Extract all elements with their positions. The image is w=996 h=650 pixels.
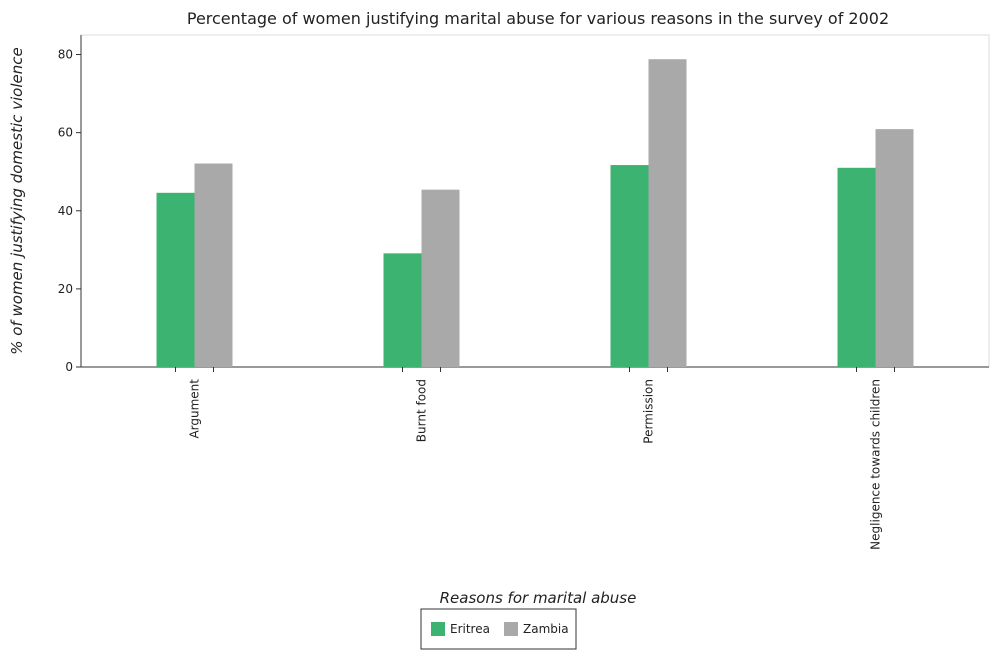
y-tick-label: 20 [58, 282, 73, 296]
legend-swatch-eritrea [431, 622, 445, 636]
y-tick-label: 40 [58, 204, 73, 218]
x-tick-label: Permission [642, 379, 656, 444]
y-tick-label: 60 [58, 126, 73, 140]
legend: Eritrea Zambia [420, 608, 577, 650]
bars [156, 59, 914, 368]
bar-eritrea-1 [383, 253, 422, 367]
legend-label-eritrea: Eritrea [450, 622, 490, 636]
x-tick-label: Argument [188, 379, 202, 439]
x-tick-label: Negligence towards children [869, 379, 883, 550]
legend-label-zambia: Zambia [523, 622, 569, 636]
x-tick-label: Burnt food [415, 379, 429, 442]
bar-eritrea-0 [156, 192, 195, 367]
legend-swatch-zambia [504, 622, 518, 636]
y-tick-label: 0 [65, 360, 73, 374]
y-axis-label: % of women justifying domestic violence [8, 47, 26, 355]
bar-eritrea-3 [837, 167, 876, 367]
bar-eritrea-2 [610, 165, 649, 367]
bar-zambia-3 [875, 129, 914, 367]
legend-box [420, 608, 577, 650]
x-axis-label: Reasons for marital abuse [440, 589, 637, 607]
bar-zambia-1 [421, 189, 460, 367]
chart-title: Percentage of women justifying marital a… [187, 9, 889, 28]
x-ticks: Argument Burnt food Permission Negligence t… [175, 367, 895, 550]
bar-zambia-0 [194, 163, 233, 367]
y-ticks: 0 20 40 60 80 [58, 48, 81, 374]
y-tick-label: 80 [58, 48, 73, 62]
bar-zambia-2 [648, 59, 687, 368]
